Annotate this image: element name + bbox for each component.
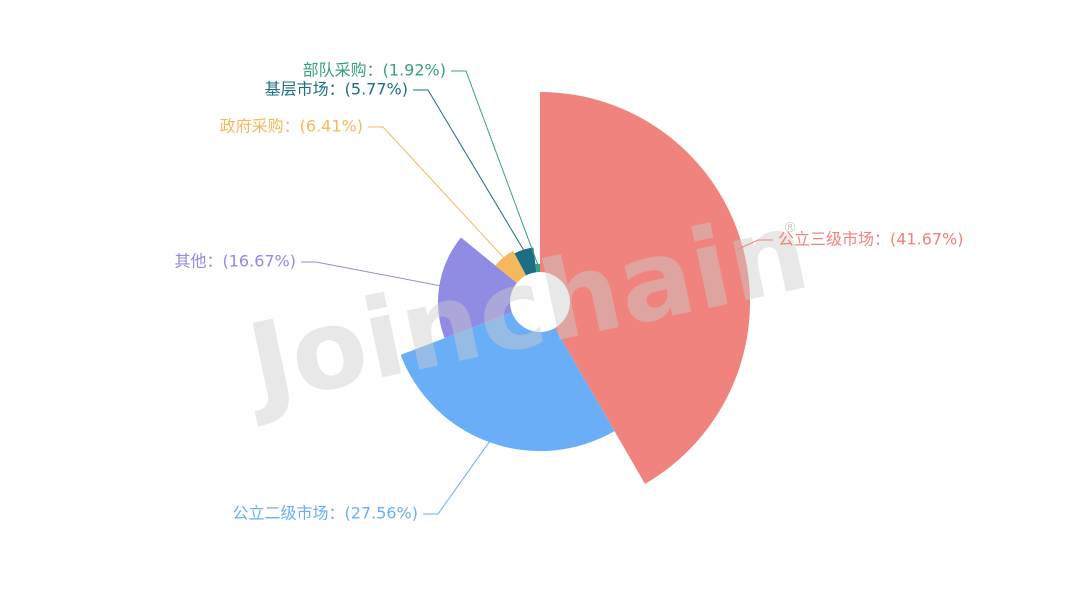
rose-slice bbox=[495, 250, 527, 284]
leader-line bbox=[423, 439, 492, 515]
slice-label: 公立三级市场：(41.67%) bbox=[778, 230, 964, 249]
rose-slice bbox=[400, 312, 615, 452]
rose-slice bbox=[437, 237, 517, 339]
leader-line bbox=[413, 89, 525, 251]
rose-slice bbox=[535, 263, 540, 273]
rose-slice bbox=[540, 92, 751, 484]
leader-line bbox=[301, 261, 442, 287]
rose-slice bbox=[514, 247, 537, 276]
slice-label: 其他：(16.67%) bbox=[175, 252, 297, 271]
leader-line bbox=[368, 126, 505, 259]
slice-label: 公立二级市场：(27.56%) bbox=[233, 504, 419, 523]
leader-line bbox=[451, 70, 539, 265]
slices bbox=[400, 92, 751, 484]
slice-label: 基层市场：(5.77%) bbox=[265, 80, 408, 99]
leader-line bbox=[738, 239, 773, 250]
watermark-mark: ® bbox=[783, 220, 797, 236]
slice-label: 部队采购：(1.92%) bbox=[303, 61, 446, 80]
slice-label: 政府采购：(6.41%) bbox=[220, 117, 363, 136]
